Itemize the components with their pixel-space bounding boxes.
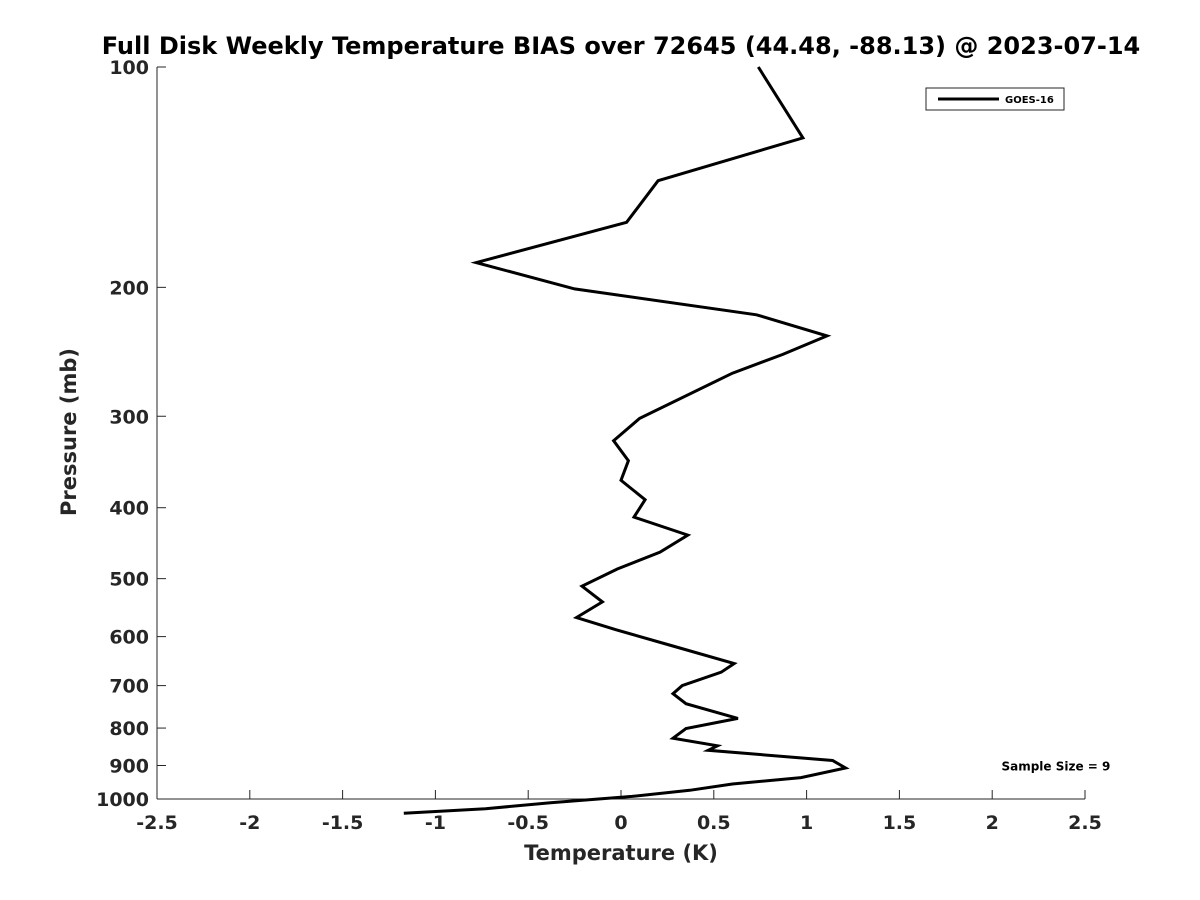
y-tick-label: 500 — [109, 569, 149, 591]
x-tick-label: 0.5 — [697, 812, 731, 834]
y-axis-label: Pressure (mb) — [57, 348, 81, 516]
x-axis-ticks: -2.5 -2 -1.5 -1 -0.5 0 0.5 1 1.5 2 2.5 — [136, 790, 1102, 834]
y-tick-label: 800 — [109, 718, 149, 740]
series-line-goes-16 — [403, 66, 850, 815]
x-tick-label: 1.5 — [883, 812, 917, 834]
x-tick-label: 2.5 — [1068, 812, 1102, 834]
x-tick-label: -1 — [425, 812, 446, 834]
y-tick-label: 600 — [109, 627, 149, 649]
y-tick-label: 300 — [109, 406, 149, 428]
x-tick-label: -2.5 — [136, 812, 178, 834]
sample-size-annotation: Sample Size = 9 — [1001, 760, 1110, 774]
y-tick-label: 400 — [109, 498, 149, 520]
y-tick-label: 700 — [109, 676, 149, 698]
y-tick-label: 1000 — [96, 789, 149, 811]
y-tick-label: 900 — [109, 756, 149, 778]
chart-title: Full Disk Weekly Temperature BIAS over 7… — [102, 32, 1141, 60]
y-tick-label: 100 — [109, 57, 149, 79]
x-tick-label: -2 — [239, 812, 260, 834]
x-tick-label: 1 — [800, 812, 813, 834]
y-axis-ticks: 100 200 300 400 500 600 700 800 900 1000 — [96, 57, 166, 811]
chart-legend: GOES-16 — [925, 87, 1065, 111]
x-tick-label: 2 — [986, 812, 999, 834]
x-tick-label: -0.5 — [507, 812, 549, 834]
y-tick-label: 200 — [109, 277, 149, 299]
x-axis-label: Temperature (K) — [524, 841, 718, 865]
x-tick-label: -1.5 — [322, 812, 364, 834]
x-tick-label: 0 — [614, 812, 627, 834]
legend-entry-goes-16: GOES-16 — [1005, 95, 1054, 106]
series-layer — [403, 66, 850, 815]
